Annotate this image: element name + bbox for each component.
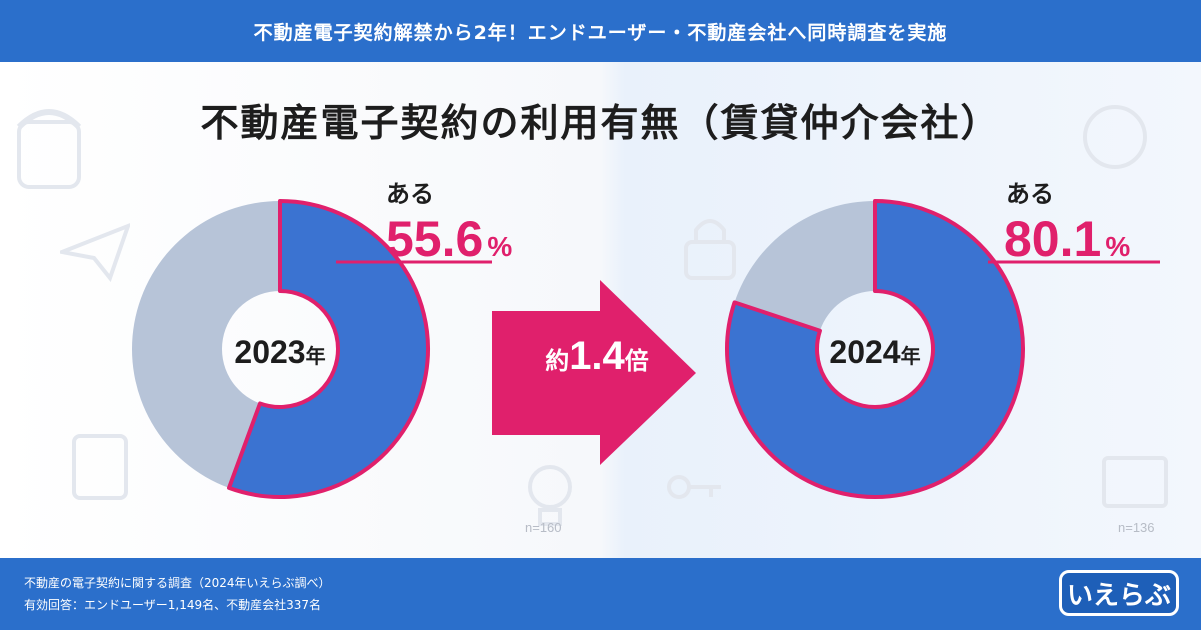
chart-2024-sample-size: n=136 — [1118, 520, 1155, 535]
chart-2023-aru-label: ある — [386, 180, 434, 208]
banner-text: 不動産電子契約解禁から2年！エンドユーザー・不動産会社へ同時調査を実施 — [253, 21, 948, 44]
ratio-value: 1.4 — [569, 334, 625, 378]
chart-2023-sample-size: n=160 — [525, 520, 562, 535]
chart-2023-remainder-slice — [131, 201, 280, 488]
donut-charts — [131, 199, 1160, 499]
chart-2024-percentage-value: 80.1 — [1004, 211, 1102, 267]
footer: 不動産の電子契約に関する調査（2024年いえらぶ調べ） 有効回答：エンドユーザー… — [0, 558, 1201, 630]
globe-icon — [1083, 105, 1147, 169]
paper-plane-icon — [60, 223, 130, 282]
top-banner: 不動産電子契約解禁から2年！エンドユーザー・不動産会社へ同時調査を実施 — [0, 0, 1201, 62]
chart-2023-percentage-value: 55.6 — [386, 211, 484, 267]
chart-2023-year-value: 2023 — [234, 334, 306, 370]
chart-2024-aru-label: ある — [1006, 180, 1054, 208]
chart-2024-percentage-unit: % — [1105, 231, 1131, 262]
phone-icon — [16, 109, 82, 189]
chart-2024-year-unit: 年 — [900, 346, 921, 368]
lightbulb-icon — [528, 465, 572, 526]
chart-title: 不動産電子契約の利用有無（賃貸仲介会社） — [200, 101, 1001, 145]
ratio-prefix: 約 — [545, 348, 570, 375]
comparison-arrow — [492, 280, 696, 465]
chart-2024-year-label: 2024年 — [785, 334, 965, 371]
chart-2023-percentage: 55.6% — [386, 214, 512, 264]
chart-2024-year-value: 2024 — [829, 334, 901, 370]
ratio-suffix: 倍 — [624, 348, 649, 375]
survey-note: 不動産の電子契約に関する調査（2024年いえらぶ調べ） — [24, 576, 331, 590]
key-icon — [667, 475, 721, 499]
comparison-ratio-label: 約1.4倍 — [492, 334, 702, 379]
chart-2024-percentage: 80.1% — [1004, 214, 1130, 264]
lock-icon — [684, 219, 736, 280]
book-icon — [1102, 456, 1168, 508]
chart-2023-year-label: 2023年 — [190, 334, 370, 371]
chart-2023-percentage-unit: % — [487, 231, 513, 262]
respondents-note: 有効回答：エンドユーザー1,149名、不動産会社337名 — [24, 598, 322, 612]
chart-2024-remainder-slice — [734, 201, 875, 331]
ierabu-logo: いえらぶ — [1059, 570, 1179, 616]
chart-area: 不動産電子契約の利用有無（賃貸仲介会社） ある 55.6% ある 80.1% 2… — [0, 62, 1201, 558]
document-icon — [72, 434, 128, 500]
chart-2023-year-unit: 年 — [305, 346, 326, 368]
chart-2024-aru-slice — [725, 199, 1025, 499]
